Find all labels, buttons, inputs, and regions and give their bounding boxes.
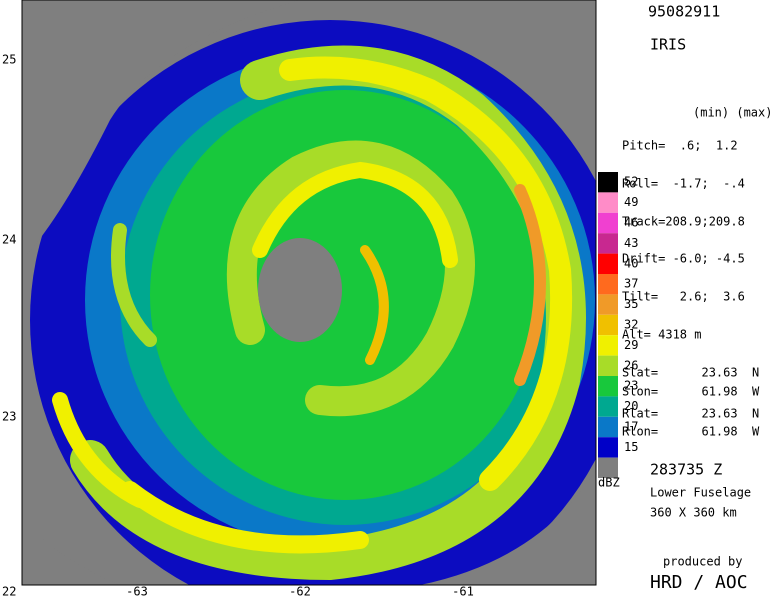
y-label: 25 bbox=[2, 53, 16, 67]
colorbar-swatch bbox=[598, 192, 618, 213]
radar-image bbox=[22, 0, 596, 585]
colorbar-label: 23 bbox=[624, 379, 638, 393]
colorbar-swatch bbox=[598, 233, 618, 254]
colorbar-label: 40 bbox=[624, 256, 638, 270]
colorbar-label: 35 bbox=[624, 297, 638, 311]
colorbar-swatch bbox=[598, 294, 618, 315]
colorbar-swatch bbox=[598, 396, 618, 417]
colorbar-label: 43 bbox=[624, 236, 638, 250]
colorbar-swatch bbox=[598, 376, 618, 397]
antenna: Lower Fuselage bbox=[650, 486, 751, 500]
colorbar-label: 15 bbox=[624, 440, 638, 454]
x-label: -63 bbox=[126, 585, 148, 599]
colorbar-swatch bbox=[598, 335, 618, 356]
colorbar-swatch bbox=[598, 212, 618, 234]
info-line: Rlat= 23.63 N bbox=[622, 407, 759, 421]
info-line: Slon= 61.98 W bbox=[622, 385, 760, 399]
info-line: Roll= -1.7; -.4 bbox=[622, 177, 745, 191]
colorbar-label: 32 bbox=[624, 318, 638, 332]
colorbar-swatch bbox=[598, 416, 618, 438]
colorbar-label: 29 bbox=[624, 338, 638, 352]
credit: HRD / AOC bbox=[650, 572, 748, 593]
colorbar-label: 20 bbox=[624, 399, 638, 413]
colorbar-swatch bbox=[598, 355, 618, 376]
colorbar-swatch bbox=[598, 253, 618, 274]
colorbar-swatch bbox=[598, 457, 618, 478]
info-line: Slat= 23.63 N bbox=[622, 366, 759, 380]
system-name: IRIS bbox=[650, 36, 686, 54]
y-label: 24 bbox=[2, 233, 16, 247]
info-line: Alt= 4318 m bbox=[622, 328, 701, 342]
y-label: 22 bbox=[2, 585, 16, 599]
colorbar-label: 17 bbox=[624, 420, 638, 434]
radar-id: 95082911 bbox=[648, 3, 720, 21]
x-label: -61 bbox=[452, 585, 474, 599]
colorbar-label: 26 bbox=[624, 358, 638, 372]
info-line: Tilt= 2.6; 3.6 bbox=[622, 290, 745, 304]
x-label: -62 bbox=[289, 585, 311, 599]
info-header: (min) (max) bbox=[693, 106, 772, 120]
info-line: Drift= -6.0; -4.5 bbox=[622, 252, 745, 266]
colorbar-label: 37 bbox=[624, 277, 638, 291]
y-label: 23 bbox=[2, 410, 16, 424]
credit-label: produced by bbox=[663, 555, 742, 569]
info-line: Rlon= 61.98 W bbox=[622, 425, 760, 439]
colorbar-label: 52 bbox=[624, 175, 638, 189]
plot-frame bbox=[21, 0, 597, 586]
colorbar-label: 49 bbox=[624, 195, 638, 209]
info-line: Pitch= .6; 1.2 bbox=[622, 139, 738, 153]
range: 360 X 360 km bbox=[650, 506, 737, 520]
colorbar-swatch bbox=[598, 274, 618, 295]
colorbar-swatch bbox=[598, 437, 618, 458]
info-line: Track=208.9;209.8 bbox=[622, 215, 745, 229]
time: 283735 Z bbox=[650, 461, 722, 479]
colorbar-unit: dBZ bbox=[598, 476, 620, 490]
colorbar-swatch bbox=[598, 172, 618, 193]
colorbar-label: 46 bbox=[624, 216, 638, 230]
colorbar-swatch bbox=[598, 314, 618, 336]
